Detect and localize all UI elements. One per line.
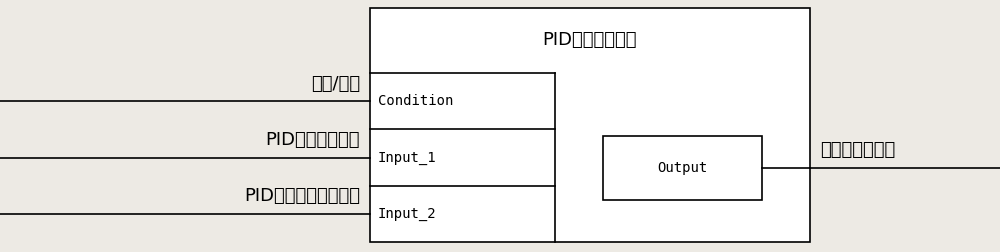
Text: 手动/自动: 手动/自动	[311, 75, 360, 93]
Bar	[603, 136, 762, 200]
Text: PID控制器波动设定值: PID控制器波动设定值	[244, 187, 360, 205]
Text: PID控制器输出值: PID控制器输出值	[266, 131, 360, 149]
Bar	[370, 8, 810, 242]
Text: PID输出限幅模块: PID输出限幅模块	[543, 31, 637, 49]
Text: Input_1: Input_1	[378, 150, 437, 165]
Text: Input_2: Input_2	[378, 207, 437, 221]
Text: Condition: Condition	[378, 94, 453, 108]
Text: Output: Output	[657, 161, 708, 175]
Text: 输出至执行机构: 输出至执行机构	[820, 141, 895, 159]
